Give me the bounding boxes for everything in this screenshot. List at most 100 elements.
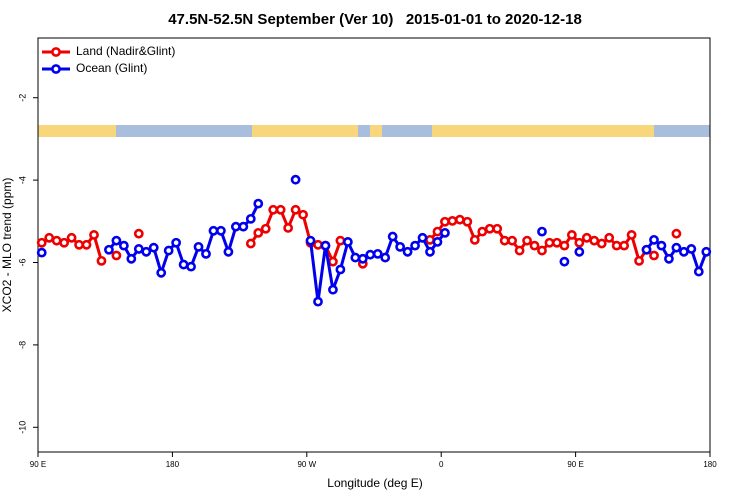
x-tick-label: 180 <box>703 460 717 469</box>
data-point <box>477 226 488 237</box>
data-point <box>216 225 226 236</box>
data-point <box>440 227 450 238</box>
data-point <box>104 244 114 255</box>
data-point <box>328 256 338 267</box>
data-point <box>693 266 704 277</box>
data-point <box>410 240 420 251</box>
data-point <box>678 246 689 257</box>
data-point <box>671 228 682 239</box>
data-point <box>514 245 525 256</box>
data-point <box>537 226 547 237</box>
data-point <box>328 284 338 295</box>
data-point <box>671 242 682 253</box>
data-point <box>357 253 368 264</box>
data-point <box>559 240 570 251</box>
data-point <box>283 223 294 233</box>
data-point <box>223 246 234 257</box>
data-point <box>238 221 249 232</box>
data-point <box>454 214 465 225</box>
data-point <box>133 244 144 254</box>
data-point <box>596 238 607 249</box>
data-point <box>253 198 264 209</box>
legend-label: Land (Nadir&Glint) <box>76 44 175 58</box>
data-point <box>425 246 435 257</box>
data-point <box>66 232 77 243</box>
data-point <box>529 240 540 251</box>
data-point <box>275 204 286 215</box>
x-tick-label: 0 <box>439 460 444 469</box>
map-strip <box>38 125 710 137</box>
data-point <box>81 239 92 250</box>
y-tick-label: -2 <box>17 94 27 102</box>
data-point <box>36 247 47 258</box>
y-tick-label: -6 <box>17 258 27 266</box>
chart-title: 47.5N-52.5N September (Ver 10) 2015-01-0… <box>168 11 582 28</box>
data-point <box>417 232 428 243</box>
data-point <box>395 241 406 252</box>
data-point <box>574 237 585 248</box>
data-point <box>372 248 383 259</box>
legend-marker <box>51 47 61 57</box>
data-point <box>201 248 211 259</box>
data-point <box>649 234 659 245</box>
data-point <box>447 216 458 226</box>
legend-marker <box>51 64 61 74</box>
data-point <box>611 240 622 251</box>
data-point <box>432 226 443 237</box>
data-point <box>342 237 353 247</box>
data-point <box>74 239 84 250</box>
data-point <box>51 235 62 246</box>
data-point <box>313 239 323 250</box>
x-tick-label: 90 E <box>30 460 46 469</box>
x-axis-label: Longitude (deg E) <box>327 476 422 490</box>
legend-label: Ocean (Glint) <box>76 61 147 75</box>
data-point <box>544 237 555 248</box>
data-point <box>604 232 615 243</box>
x-tick-label: 90 W <box>297 460 316 469</box>
data-point <box>507 235 518 246</box>
data-point <box>425 234 435 245</box>
data-point <box>163 245 174 256</box>
data-point <box>290 174 301 185</box>
data-point <box>641 244 652 255</box>
y-tick-label: -4 <box>17 176 27 184</box>
data-point <box>537 245 547 256</box>
data-point <box>701 246 712 257</box>
data-point <box>499 235 510 246</box>
data-point <box>634 255 644 266</box>
data-point <box>111 235 122 246</box>
data-point <box>313 296 323 307</box>
data-point <box>268 204 279 215</box>
data-point <box>320 240 331 251</box>
data-point <box>402 246 413 257</box>
data-point <box>290 204 301 215</box>
data-point <box>245 238 256 249</box>
data-point <box>440 216 450 227</box>
data-point <box>36 237 47 248</box>
data-point <box>59 237 70 248</box>
y-tick-label: -10 <box>17 421 27 434</box>
x-tick-label: 90 E <box>567 460 583 469</box>
x-tick-label: 180 <box>166 460 180 469</box>
data-point <box>230 221 241 232</box>
data-point <box>484 223 495 234</box>
data-point <box>335 264 346 275</box>
data-point <box>156 267 167 278</box>
data-point <box>298 209 308 220</box>
data-point <box>619 240 630 251</box>
data-point <box>469 234 480 245</box>
data-point <box>178 259 189 270</box>
data-point <box>566 230 577 240</box>
data-point <box>96 255 107 266</box>
data-point <box>89 230 99 240</box>
data-point <box>186 261 196 272</box>
data-point <box>208 225 219 236</box>
data-point <box>335 235 346 246</box>
data-point <box>44 232 55 243</box>
data-point <box>581 232 592 243</box>
data-point <box>522 235 532 246</box>
data-point <box>686 244 697 254</box>
data-point <box>305 235 316 246</box>
data-point <box>118 240 129 251</box>
